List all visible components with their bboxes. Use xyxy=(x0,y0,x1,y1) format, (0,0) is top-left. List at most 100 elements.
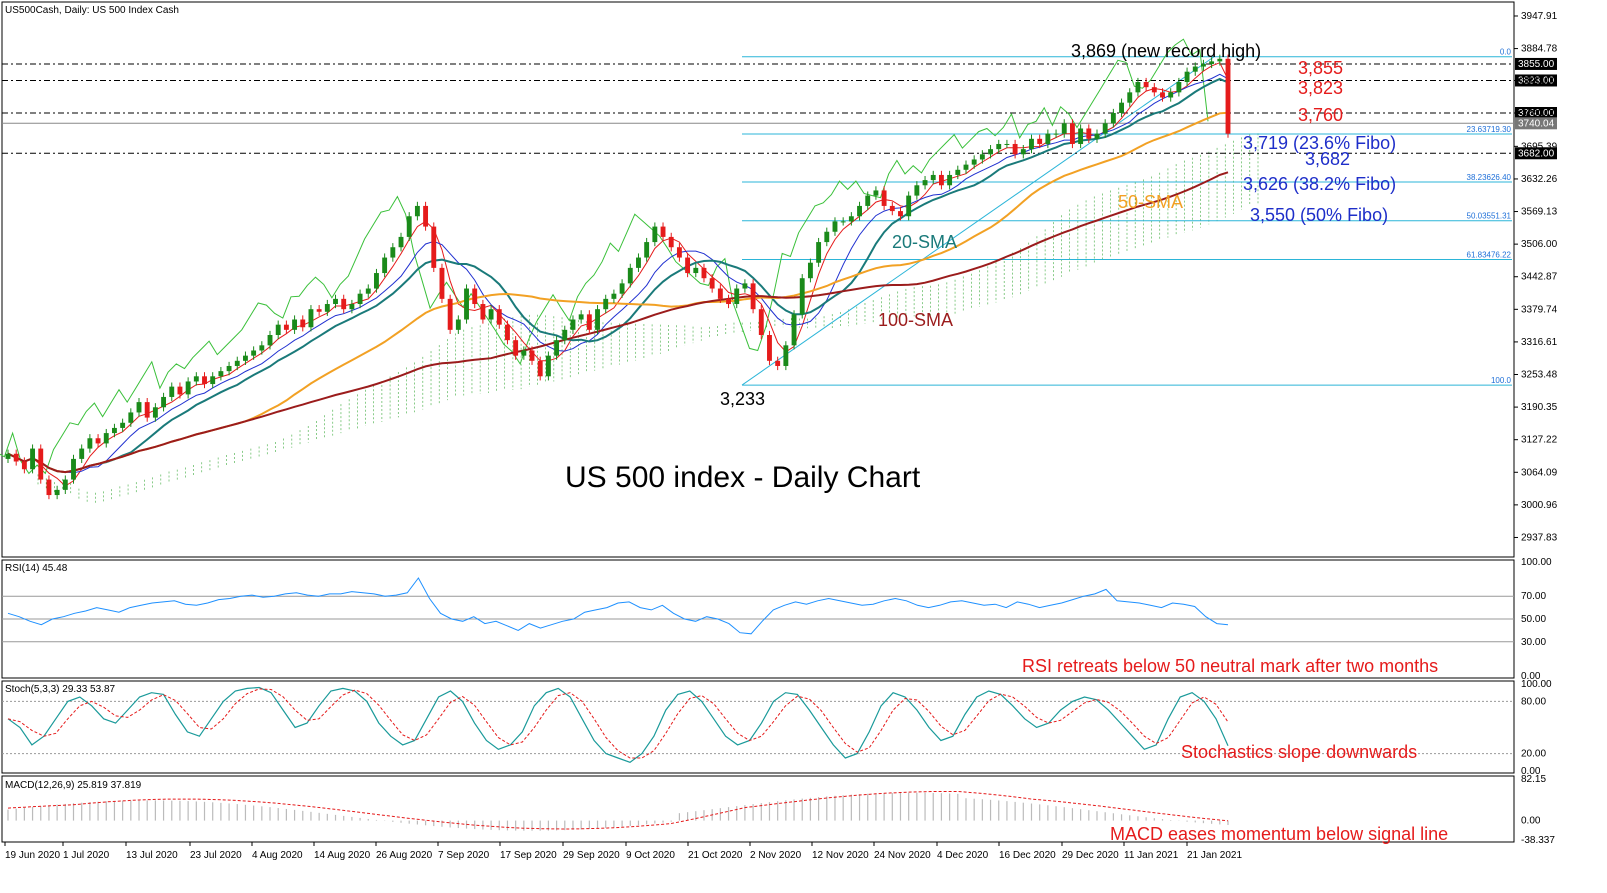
y-tick-label: 3760.00 xyxy=(1521,108,1558,119)
candle-body xyxy=(1037,138,1043,144)
x-tick-label: 19 Jun 2020 xyxy=(5,850,60,861)
candle-body xyxy=(5,453,11,459)
fib-level-label: 38.23626.40 xyxy=(1467,173,1512,182)
candle-body xyxy=(807,262,813,279)
y-tick-label: 3253.48 xyxy=(1521,370,1558,381)
candle-body xyxy=(685,257,691,274)
price-box-label: 3740.04 xyxy=(1518,118,1555,129)
candle-body xyxy=(406,216,412,237)
candle-body xyxy=(783,345,789,366)
sub-indicators: 100.0070.0050.0030.000.00100.0080.0020.0… xyxy=(2,557,1555,846)
candle-body xyxy=(218,371,224,377)
candle-body xyxy=(603,298,609,310)
candle-body xyxy=(480,304,486,320)
macd-tick-label: 82.15 xyxy=(1521,774,1546,785)
candle-body xyxy=(816,242,822,263)
candle-body xyxy=(177,386,183,395)
x-tick-label: 7 Sep 2020 xyxy=(438,850,490,861)
rsi-note: RSI retreats below 50 neutral mark after… xyxy=(1022,656,1438,676)
candle-body xyxy=(226,365,232,372)
candle-body xyxy=(726,298,731,305)
candle-body xyxy=(988,149,993,155)
candle-body xyxy=(30,448,36,470)
s3682-label: 3,682 xyxy=(1305,149,1350,169)
r1-label: 3,855 xyxy=(1298,58,1343,78)
candle-body xyxy=(292,319,298,330)
x-tick-label: 17 Sep 2020 xyxy=(500,850,557,861)
candle-body xyxy=(152,407,158,418)
candle-body xyxy=(382,257,388,274)
candle-body xyxy=(947,174,953,186)
indicator-lines xyxy=(0,38,1229,487)
rsi-label: RSI(14) 45.48 xyxy=(5,563,68,574)
candle-body xyxy=(906,195,912,217)
candle-body xyxy=(333,298,338,305)
price-box xyxy=(1515,117,1557,130)
candle-body xyxy=(1086,128,1092,139)
candle-body xyxy=(21,461,27,470)
candle-body xyxy=(210,376,216,385)
candle-body xyxy=(46,479,52,496)
fib-level-label: 100.0 xyxy=(1491,376,1512,385)
candle-body xyxy=(374,273,379,289)
candle-body xyxy=(38,448,44,480)
candle-body xyxy=(390,247,396,258)
macd-signal-line xyxy=(7,791,1229,830)
candle-body xyxy=(889,205,895,212)
price-box xyxy=(1515,57,1557,70)
candle-body xyxy=(54,489,60,496)
fib-level-label: 61.83476.22 xyxy=(1467,251,1512,260)
candle-body xyxy=(439,267,445,299)
y-tick-label: 3823.00 xyxy=(1521,75,1558,86)
candle-body xyxy=(316,309,322,312)
x-tick-label: 21 Jan 2021 xyxy=(1187,850,1242,861)
candle-body xyxy=(668,236,674,248)
candle-body xyxy=(1012,143,1018,155)
price-box-label: 3682.00 xyxy=(1518,148,1555,159)
candle-body xyxy=(1209,61,1215,64)
candle-body xyxy=(930,174,936,181)
y-axis: 3947.91 3884.78 3823.00 3760.00 3695.39 3632.… xyxy=(1514,11,1558,543)
candle-body xyxy=(938,174,944,186)
main-panel-frame xyxy=(1,1,1515,558)
rsi-tick-label: 100.00 xyxy=(1521,557,1552,568)
candle-body xyxy=(717,288,723,299)
stoch-tick-label: 20.00 xyxy=(1521,749,1546,760)
x-tick-label: 29 Dec 2020 xyxy=(1062,850,1119,861)
candle-body xyxy=(464,288,469,320)
candle-body xyxy=(627,267,633,284)
candle-body xyxy=(832,221,838,232)
candle-body xyxy=(1078,128,1084,144)
candle-body xyxy=(1176,82,1182,93)
fib50-label: 3,550 (50% Fibo) xyxy=(1250,205,1388,225)
candle-body xyxy=(112,427,117,434)
y-tick-label: 3632.26 xyxy=(1521,174,1558,185)
macd-panel-frame xyxy=(1,775,1515,843)
candle-body xyxy=(611,293,617,299)
candle-body xyxy=(636,257,641,268)
candle-body xyxy=(103,433,109,444)
candle-body xyxy=(13,453,19,462)
candle-body xyxy=(1225,58,1231,134)
stoch-tick-label: 100.00 xyxy=(1521,679,1552,690)
candle-body xyxy=(423,205,429,227)
price-box-label: 3760.00 xyxy=(1518,108,1555,119)
candle-body xyxy=(1094,133,1100,139)
sma20-label: 20-SMA xyxy=(892,232,957,252)
fib382-label: 3,626 (38.2% Fibo) xyxy=(1243,174,1396,194)
candle-body xyxy=(1160,92,1165,98)
candle-body xyxy=(349,304,355,310)
candle-body xyxy=(1029,138,1034,150)
low-label: 3,233 xyxy=(720,389,765,409)
candle-body xyxy=(840,221,846,223)
candle-body xyxy=(660,226,666,237)
x-tick-label: 12 Nov 2020 xyxy=(812,850,869,861)
candle-body xyxy=(1004,143,1010,145)
sma50-line xyxy=(7,111,1229,474)
sma20-line xyxy=(7,77,1229,474)
x-tick-label: 9 Oct 2020 xyxy=(626,850,675,861)
candles xyxy=(5,54,1231,500)
y-tick-label: 3884.78 xyxy=(1521,44,1558,55)
chart-title: US 500 index - Daily Chart xyxy=(565,461,921,494)
